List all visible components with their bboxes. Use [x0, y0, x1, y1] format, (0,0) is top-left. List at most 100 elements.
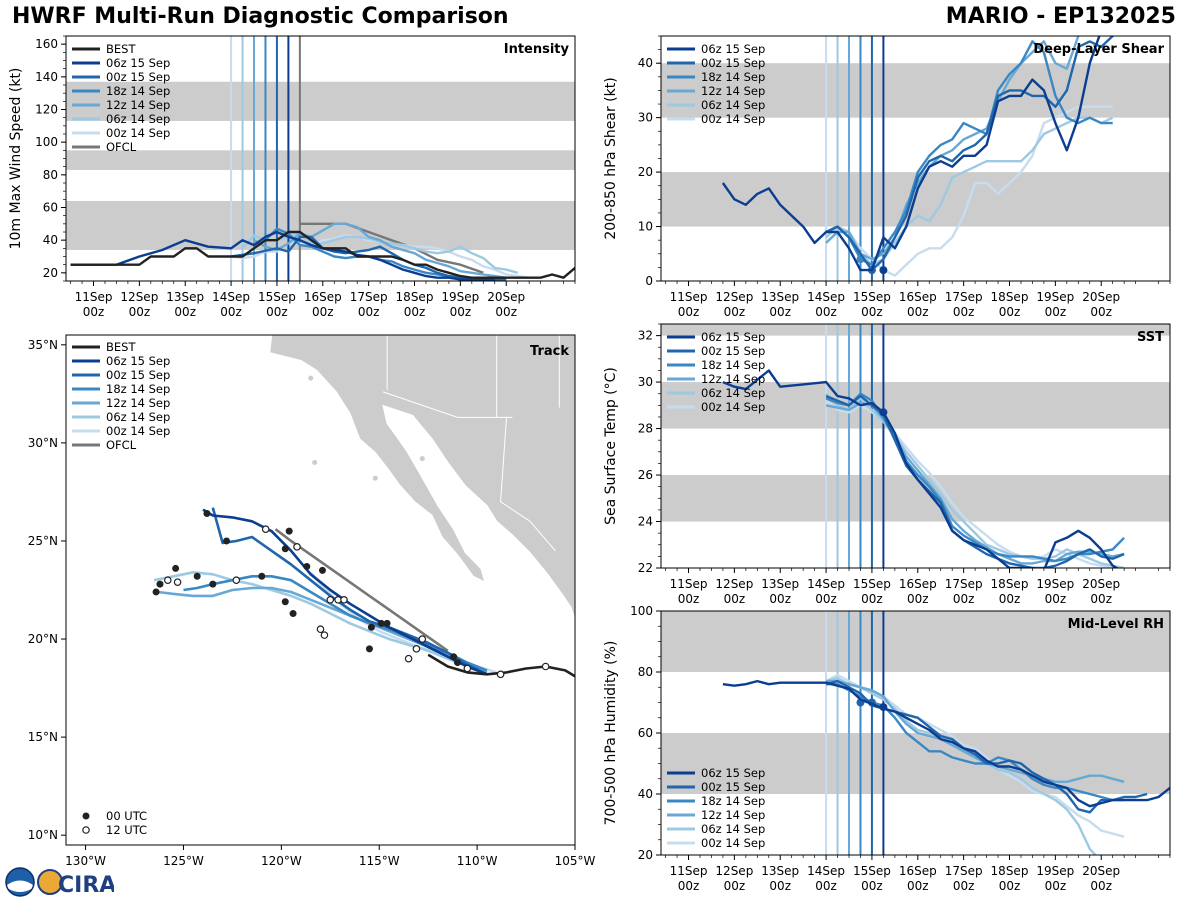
x-tick-label-date: 20Sep — [487, 290, 525, 304]
x-tick-label-date: 14Sep — [807, 290, 845, 304]
legend-label: 06z 14 Sep — [106, 410, 170, 424]
legend-label: 12z 14 Sep — [701, 372, 765, 386]
y-axis-label: Sea Surface Temp (°C) — [603, 367, 619, 525]
legend-label: 18z 14 Sep — [106, 84, 170, 98]
track-point-00utc — [203, 510, 211, 517]
track-point-00utc — [383, 619, 391, 627]
legend-label: 18z 14 Sep — [701, 70, 765, 84]
legend-label: 12z 14 Sep — [106, 396, 170, 410]
x-tick-label-hour: 00z — [312, 305, 334, 319]
y-tick-label: 140 — [35, 70, 58, 84]
y-axis-label: 10m Max Wind Speed (kt) — [8, 68, 24, 250]
legend-label: 00z 15 Sep — [701, 344, 765, 358]
track-point-12utc — [173, 578, 182, 586]
x-tick-label-date: 15Sep — [853, 864, 891, 878]
y-tick-label: 120 — [35, 103, 58, 117]
legend-label: BEST — [106, 42, 136, 56]
x-tick-label-hour: 00z — [861, 305, 883, 319]
series-line-best — [70, 230, 575, 279]
x-tick-label-date: 14Sep — [807, 577, 845, 591]
legend-label: 00z 14 Sep — [701, 400, 765, 414]
axes-frame — [65, 334, 576, 846]
track-point-00utc — [223, 537, 231, 545]
track-point-00utc — [365, 645, 373, 653]
track-point-00utc — [281, 598, 289, 606]
x-tick-label-date: 11Sep — [670, 577, 708, 591]
x-tick-label-date: 20Sep — [1082, 290, 1120, 304]
y-tick-label: 30°N — [28, 436, 58, 450]
x-tick-label-date: 14Sep — [212, 290, 250, 304]
track-point-12utc — [261, 525, 270, 533]
x-tick-label-date: 19Sep — [1036, 577, 1074, 591]
island — [308, 375, 314, 381]
series-line-00z-15-sep — [825, 36, 1115, 272]
legend-label: 00z 15 Sep — [701, 780, 765, 794]
x-tick-label-date: 12Sep — [715, 577, 753, 591]
series-line-06z-15-sep — [721, 36, 1101, 272]
legend-label: 18z 14 Sep — [701, 358, 765, 372]
panel-title: Mid-Level RH — [1068, 617, 1164, 632]
x-tick-label-hour: 00z — [220, 305, 242, 319]
x-tick-label-hour: 00z — [266, 305, 288, 319]
track-point-00utc — [318, 566, 326, 574]
y-tick-label: 24 — [638, 515, 653, 529]
island — [312, 460, 318, 465]
x-tick-label-hour: 00z — [1045, 305, 1067, 319]
track-point-00utc — [172, 564, 180, 572]
y-tick-label: 40 — [43, 233, 58, 247]
track-point-00utc — [377, 619, 385, 627]
x-tick-label-hour: 00z — [861, 592, 883, 606]
shaded-band — [661, 475, 1170, 522]
track-line-ofcl — [274, 528, 449, 652]
series-line-12z-14-sep — [826, 679, 1125, 783]
x-tick-label-date: 18Sep — [396, 290, 434, 304]
y-tick-label: 30 — [638, 375, 653, 389]
x-tick-label-date: 16Sep — [899, 290, 937, 304]
x-tick-label-date: 17Sep — [945, 290, 983, 304]
x-tick-label-hour: 00z — [174, 305, 196, 319]
x-tick-label-hour: 00z — [724, 879, 746, 893]
x-tick-label-date: 12Sep — [715, 864, 753, 878]
island — [419, 456, 425, 462]
x-tick-label: 125°W — [163, 854, 204, 868]
x-tick-label-date: 17Sep — [945, 864, 983, 878]
track-point-00utc — [281, 545, 289, 553]
x-tick-label-date: 19Sep — [1036, 290, 1074, 304]
marker-legend-open — [82, 826, 90, 834]
x-tick-label-date: 16Sep — [899, 577, 937, 591]
x-tick-label: 105°W — [555, 854, 596, 868]
y-axis-label: 200-850 hPa Shear (kt) — [603, 77, 619, 239]
y-tick-label: 100 — [630, 604, 653, 618]
legend-label: 12z 14 Sep — [106, 98, 170, 112]
track-point-12utc — [232, 576, 241, 584]
x-tick-label-date: 15Sep — [853, 290, 891, 304]
x-tick-label-hour: 00z — [678, 879, 700, 893]
legend-label: 06z 15 Sep — [106, 354, 170, 368]
legend-label: 06z 15 Sep — [701, 330, 765, 344]
x-tick-label-hour: 00z — [129, 305, 151, 319]
x-tick-label-hour: 00z — [450, 305, 472, 319]
x-tick-label-hour: 00z — [83, 305, 105, 319]
x-tick-label-hour: 00z — [404, 305, 426, 319]
legend-label: 06z 15 Sep — [701, 766, 765, 780]
x-tick-label-date: 18Sep — [991, 290, 1029, 304]
x-tick-label-hour: 00z — [678, 305, 700, 319]
shaded-band — [661, 324, 1170, 336]
track-point-12utc — [463, 664, 472, 673]
y-tick-label: 40 — [638, 787, 653, 801]
y-tick-label: 10 — [638, 220, 653, 234]
legend-label: 12z 14 Sep — [701, 84, 765, 98]
legend-label: 06z 15 Sep — [701, 42, 765, 56]
track-point-12utc — [340, 596, 348, 604]
y-tick-label: 60 — [43, 201, 58, 215]
legend-label: 06z 14 Sep — [106, 112, 170, 126]
x-tick-label-hour: 00z — [907, 305, 929, 319]
legend-label: 00z 15 Sep — [701, 56, 765, 70]
island — [372, 475, 378, 481]
panel-rh: 2040608010011Sep00z12Sep00z13Sep00z14Sep… — [603, 604, 1171, 893]
x-tick-label-date: 13Sep — [166, 290, 204, 304]
legend-label: 00z 14 Sep — [701, 836, 765, 850]
y-tick-label: 15°N — [28, 730, 58, 744]
